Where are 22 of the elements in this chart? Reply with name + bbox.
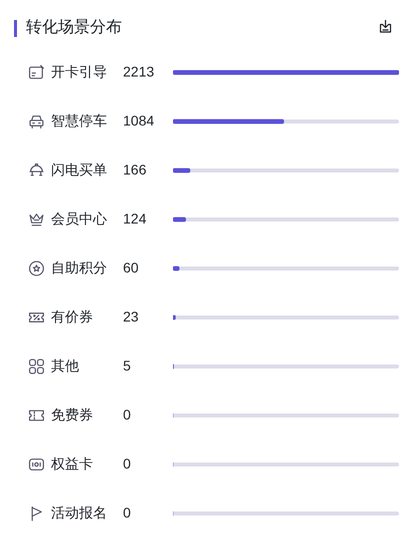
y-tick-label: 有价券 — [51, 308, 93, 324]
y-tick-label: 权益卡 — [50, 455, 93, 472]
data-label: 60 — [123, 259, 139, 276]
y-tick-label: 闪电买单 — [51, 161, 107, 178]
data-label: 0 — [123, 504, 131, 520]
y-tick-label: 免费券 — [51, 406, 93, 422]
bar — [173, 168, 190, 173]
y-tick-label: 其他 — [51, 357, 79, 374]
chart-title: 转化场景分布 — [26, 18, 122, 38]
data-label: 0 — [123, 406, 131, 422]
y-tick-label: 智慧停车 — [51, 112, 107, 128]
data-label: 23 — [123, 308, 139, 324]
y-tick-label: 开卡引导 — [51, 63, 107, 80]
y-tick-label: 自助积分 — [51, 259, 107, 276]
data-label: 2213 — [123, 63, 154, 80]
data-label: 0 — [123, 455, 131, 472]
data-label: 5 — [123, 357, 131, 374]
y-tick-label: 会员中心 — [51, 210, 107, 226]
data-label: 124 — [123, 210, 147, 226]
data-label: 1084 — [123, 112, 154, 128]
data-label: 166 — [123, 161, 147, 178]
y-tick-label: 活动报名 — [51, 504, 107, 520]
